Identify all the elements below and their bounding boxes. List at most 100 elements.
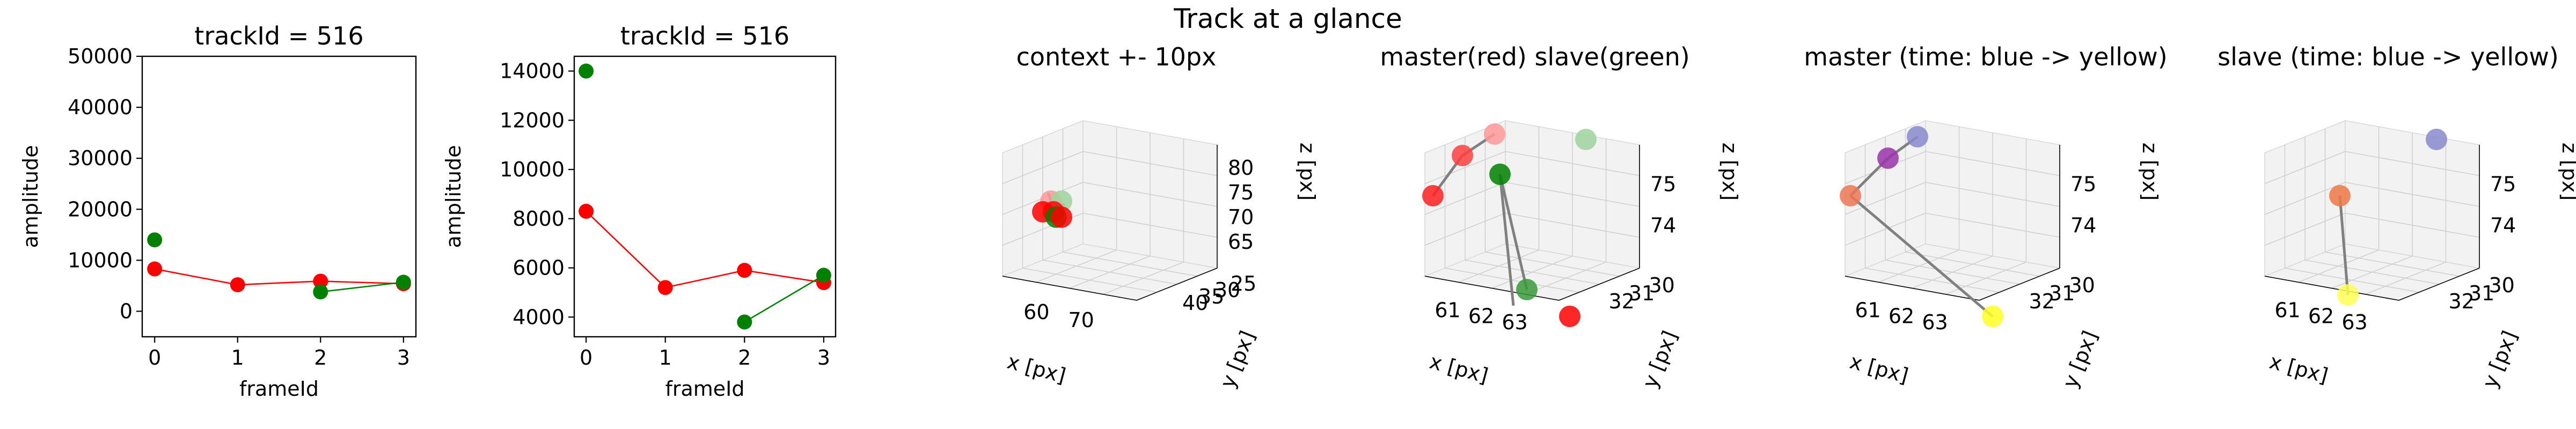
series-line-2 <box>744 275 824 323</box>
3d-point <box>1907 126 1928 147</box>
y-tick-label: 25 <box>1231 272 1256 295</box>
x-axis-label: x [px] <box>2267 350 2330 388</box>
y-axis-label: y [px] <box>2058 328 2102 391</box>
trajectory-segment <box>1498 174 1515 306</box>
panel-title: master (time: blue -> yellow) <box>1804 42 2167 71</box>
3d-point <box>2426 129 2447 150</box>
y-axis-line <box>1558 268 1640 301</box>
x-axis-line <box>1845 276 1980 301</box>
z-tick-label: 75 <box>2490 173 2516 196</box>
grid-line <box>1925 182 2060 207</box>
series-2-point <box>396 275 411 290</box>
x-axis-label: x [px] <box>1005 350 1068 388</box>
y-tick-label: 30 <box>1214 278 1240 302</box>
grid-line <box>1525 262 1606 295</box>
series-2-point <box>737 314 752 330</box>
x-axis-label: frameId <box>239 377 319 401</box>
x-tick-label: 1 <box>231 346 244 369</box>
grid-line <box>2365 262 2446 295</box>
grid-line <box>1905 252 2040 277</box>
y-tick-label: 32 <box>2449 290 2475 313</box>
z-axis-label: z [px] <box>2558 143 2576 201</box>
x-tick-label: 3 <box>817 346 830 369</box>
x-tick-label: 63 <box>1922 310 1948 334</box>
3d-point <box>2337 284 2359 306</box>
grid-line <box>1845 182 1926 215</box>
y-tick-label: 31 <box>2469 282 2494 305</box>
z-axis-label: z [px] <box>1296 143 1319 201</box>
grid-line <box>1082 182 1218 207</box>
series-1-point <box>657 280 673 295</box>
trajectory-segment <box>1498 174 1528 290</box>
amplitude-panel-1: 0 1 2 3 0 10000 20000 30000 40000 50000 trackId = … <box>19 21 417 401</box>
y-tick-label: 40 <box>1182 291 1208 315</box>
z-tick-label: 75 <box>1650 173 1676 196</box>
y-tick-label: 20000 <box>68 197 133 221</box>
z-tick-label: 65 <box>1228 230 1254 254</box>
x-tick-label: 62 <box>2308 305 2334 328</box>
series-line-1 <box>586 211 824 289</box>
y-tick-label: 6000 <box>513 256 565 280</box>
z-tick-label: 75 <box>1228 181 1254 204</box>
x-tick-label: 70 <box>1068 308 1094 332</box>
y-tick-label: 14000 <box>500 60 565 83</box>
isolated-point <box>579 63 594 79</box>
x-tick-label: 63 <box>2341 310 2367 334</box>
x-tick-label: 60 <box>1023 300 1049 324</box>
x-axis-label: x [px] <box>1427 350 1490 388</box>
x-tick-label: 2 <box>738 346 751 369</box>
x-tick-label: 2 <box>314 346 327 369</box>
3d-point <box>1051 206 1072 228</box>
grid-line <box>1002 151 1084 184</box>
y-axis-line <box>1136 268 1218 301</box>
x-tick-label: 3 <box>397 346 410 369</box>
x-tick-label: 61 <box>1435 298 1460 322</box>
trajectory-segment <box>1849 195 1994 317</box>
y-tick-label: 35 <box>1198 285 1224 308</box>
3d-point <box>1422 185 1444 206</box>
series-2-point <box>313 284 328 300</box>
x-axis-line <box>1002 276 1137 301</box>
z-axis-label: z [px] <box>2138 143 2162 201</box>
y-tick-label: 30 <box>2489 273 2515 297</box>
panel-title: context +- 10px <box>1016 42 1217 71</box>
x-tick-label: 1 <box>659 346 672 369</box>
grid-line <box>2264 182 2346 215</box>
x-axis-line <box>1424 276 1560 301</box>
y-tick-label: 31 <box>1629 282 1655 305</box>
3d-point <box>1982 306 2003 327</box>
y-axis-label: y [px] <box>1216 328 1260 391</box>
x-tick-label: 0 <box>580 346 592 369</box>
3d-point <box>1516 279 1538 300</box>
z-tick-label: 75 <box>2070 173 2096 196</box>
series-1-point <box>313 273 328 289</box>
plot-frame <box>573 55 837 338</box>
grid-line <box>1042 260 1177 285</box>
panel-title: master(red) slave(green) <box>1380 42 1689 71</box>
y-tick-label: 4000 <box>513 305 565 329</box>
y-axis-label: y [px] <box>1638 328 1682 391</box>
y-tick-label: 31 <box>2049 282 2075 305</box>
3d-point <box>1840 185 1861 206</box>
y-axis-label: y [px] <box>2478 328 2522 391</box>
x-tick-label: 61 <box>1855 298 1880 322</box>
panel-title: trackId = 516 <box>194 21 363 50</box>
series-2-point <box>816 268 831 283</box>
y-tick-label: 40000 <box>68 95 133 119</box>
grid-line <box>1505 182 1640 207</box>
y-axis-line <box>2398 268 2480 301</box>
3d-point <box>1877 147 1899 169</box>
z-tick-label: 74 <box>1650 213 1676 237</box>
grid-line <box>2304 260 2440 285</box>
z-tick-label: 70 <box>1228 205 1254 229</box>
grid-line <box>1082 151 1218 176</box>
x-axis-line <box>2264 276 2399 301</box>
grid-line <box>1465 260 1600 285</box>
z-tick-label: 74 <box>2490 213 2516 237</box>
grid-line <box>2264 151 2346 184</box>
